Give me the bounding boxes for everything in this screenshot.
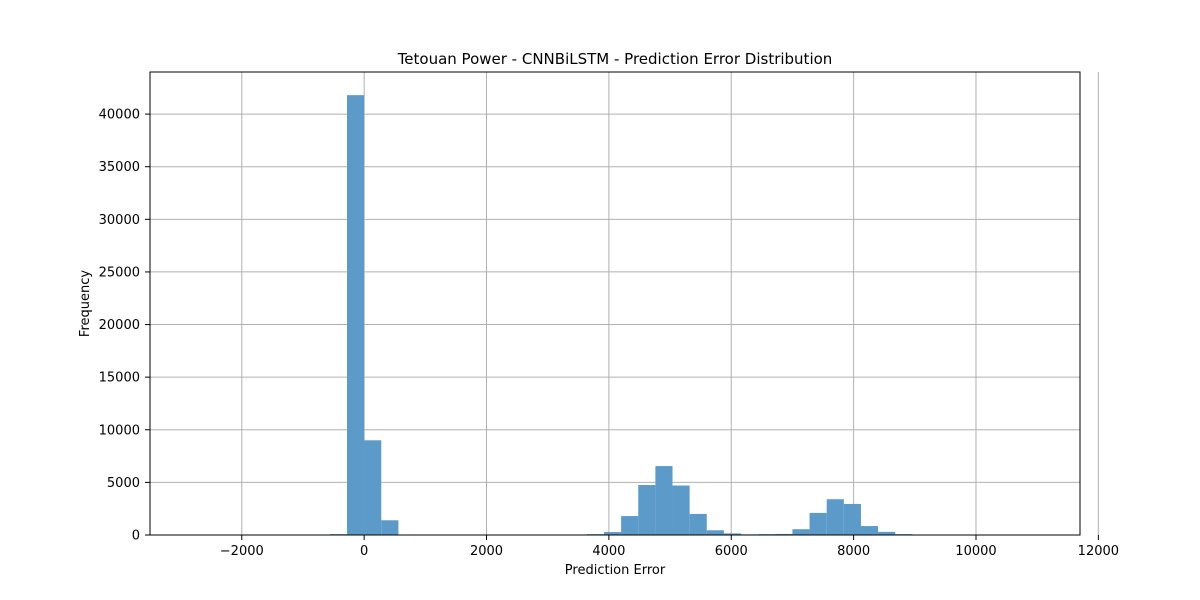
histogram-bar xyxy=(655,466,673,535)
x-tick-label: −2000 xyxy=(220,544,264,559)
histogram-bar xyxy=(843,503,861,535)
histogram-bar xyxy=(638,485,656,535)
y-tick-label: 5000 xyxy=(107,476,140,491)
histogram-bar xyxy=(878,531,896,535)
x-tick-label: 4000 xyxy=(592,544,625,559)
histogram-bar xyxy=(347,95,365,536)
histogram-bar xyxy=(364,440,382,535)
histogram-bar xyxy=(381,520,399,535)
y-tick-label: 0 xyxy=(132,529,140,544)
histogram-bar xyxy=(603,532,622,535)
x-tick-label: 8000 xyxy=(837,544,870,559)
x-tick-label: 10000 xyxy=(955,544,996,559)
x-axis-ticks: −2000 0 2000 4000 6000 8000 10000 12000 xyxy=(220,535,1119,559)
histogram-bar xyxy=(860,526,879,535)
y-axis-label: Frequency xyxy=(78,270,93,337)
chart-title: Tetouan Power - CNNBiLSTM - Prediction E… xyxy=(397,50,833,68)
grid xyxy=(150,72,1099,536)
x-axis-label: Prediction Error xyxy=(565,563,666,578)
y-tick-label: 40000 xyxy=(99,108,140,123)
histogram-bars xyxy=(329,95,930,536)
y-tick-label: 10000 xyxy=(99,423,140,438)
x-tick-label: 6000 xyxy=(715,544,748,559)
histogram-bar xyxy=(809,512,827,535)
histogram-bar xyxy=(672,485,690,535)
x-tick-label: 12000 xyxy=(1078,544,1119,559)
y-tick-label: 20000 xyxy=(99,318,140,333)
y-tick-label: 35000 xyxy=(99,160,140,175)
histogram-bar xyxy=(723,533,742,535)
y-axis-ticks: 0 5000 10000 15000 20000 25000 30000 35000 40000 xyxy=(99,108,150,544)
y-tick-label: 25000 xyxy=(99,265,140,280)
x-tick-label: 2000 xyxy=(470,544,503,559)
y-tick-label: 30000 xyxy=(99,213,140,228)
histogram-bar xyxy=(706,530,724,535)
histogram-bar xyxy=(775,533,793,535)
y-tick-label: 15000 xyxy=(99,371,140,386)
histogram-bar xyxy=(621,516,639,535)
x-tick-label: 0 xyxy=(360,544,368,559)
plot-frame xyxy=(149,71,1081,536)
histogram-bar xyxy=(792,529,810,535)
histogram-bar xyxy=(689,513,707,535)
histogram-bar xyxy=(826,499,844,535)
